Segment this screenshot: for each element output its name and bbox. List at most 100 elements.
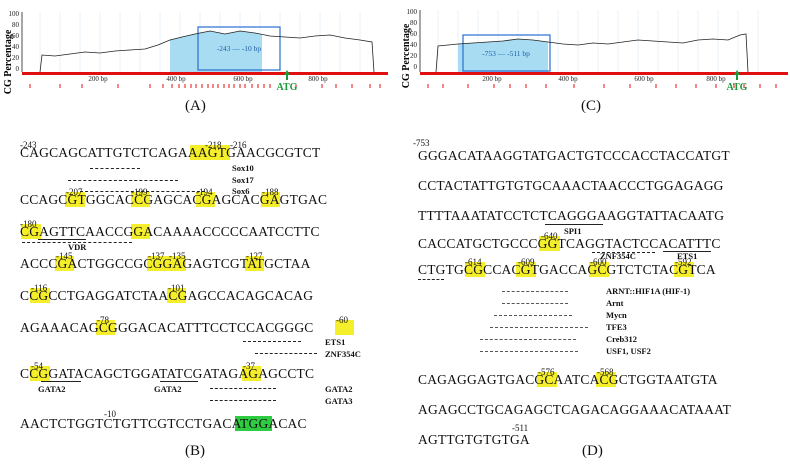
cg-plot-c: CG Percentage 100 80 60 40 20 0 -753 — -… <box>401 8 788 93</box>
svg-text:20: 20 <box>410 52 418 60</box>
svg-text:ATG: ATG <box>277 82 298 93</box>
cg-highlight <box>516 262 536 277</box>
atg-arrow-c <box>734 70 740 80</box>
tf-label: Sox6 <box>232 186 250 196</box>
sequence-line: AACTCTGGTCTGTTCGTCCTGACATGGACAC <box>20 416 307 431</box>
motif-underline <box>160 381 198 382</box>
position-label: -609 <box>518 257 535 267</box>
sequence-line: CAGCAGCATTGTCTCAGAAAGTGAACGCGTCT <box>20 145 321 160</box>
tf-label: ETS1 <box>677 251 698 261</box>
sequence-line: AGTTGTGTGTGA <box>418 432 530 447</box>
cg-highlight <box>539 236 560 251</box>
svg-text:ATG: ATG <box>727 82 748 93</box>
position-label: -78 <box>97 315 109 325</box>
sequence-line: CAGAGGAGTGACGCAATCACGCTGGTAATGTA <box>418 372 718 387</box>
cg-highlight <box>30 366 50 381</box>
motif-dash <box>502 291 568 292</box>
svg-text:60: 60 <box>12 32 20 40</box>
position-label: -568 <box>597 367 614 377</box>
tf-label: Arnt <box>606 298 624 308</box>
tf-label: ARNT::HIF1A (HIF-1) <box>606 286 691 296</box>
motif-underline <box>38 239 86 240</box>
position-label: -54 <box>31 361 43 371</box>
position-label: -576 <box>538 367 555 377</box>
cg-highlight <box>674 262 694 277</box>
svg-text:600 bp: 600 bp <box>634 75 654 83</box>
tf-label: ETS1 <box>325 337 346 347</box>
cg-highlight <box>55 256 74 271</box>
atg-arrow-a <box>284 70 290 80</box>
position-label: -194 <box>196 187 213 197</box>
cpg-ticks-a <box>29 84 381 88</box>
svg-text:100: 100 <box>407 8 418 16</box>
cg-highlight <box>537 372 557 387</box>
cg-highlight <box>21 224 41 239</box>
ylabel-a: CG Percentage <box>3 29 14 94</box>
cg-line-a <box>39 30 375 73</box>
position-label: -199 <box>131 187 148 197</box>
sequence-line: CCAGCGTGGCACCGAGCACGAGCACGAGTGAC <box>20 192 328 207</box>
position-label: -60 <box>336 315 348 325</box>
panel-label-b: (B) <box>185 443 205 459</box>
motif-dash <box>502 303 568 304</box>
tf-label: SPI1 <box>564 226 582 236</box>
position-start: -753 <box>413 138 430 148</box>
svg-text:60: 60 <box>410 30 418 38</box>
plot-c: CG Percentage 100 80 60 40 20 0 -753 — -… <box>398 0 790 100</box>
svg-text:400 bp: 400 bp <box>166 75 186 83</box>
motif-dash <box>480 351 578 352</box>
tf-label: Sox10 <box>232 163 254 173</box>
motif-dash <box>494 315 572 316</box>
tf-label: ZNF354C <box>325 349 361 359</box>
motif-dash <box>90 168 140 169</box>
svg-text:80: 80 <box>12 21 20 29</box>
cpg-ticks-c <box>427 84 777 88</box>
window-box-c <box>462 34 551 72</box>
xticks-a: 200 bp 400 bp 600 bp 800 bp <box>88 75 328 83</box>
svg-text:600 bp: 600 bp <box>233 75 253 83</box>
sequence-line: ACCCGACTGGCCGCGGAGAGTCGTATGCTAA <box>20 256 311 271</box>
position-label: -135 <box>169 251 186 261</box>
position-label: -600 <box>590 257 607 267</box>
cg-highlight <box>147 256 186 271</box>
position-label: -207 <box>66 187 83 197</box>
cg-highlight <box>596 372 616 387</box>
xticks-c: 200 bp 400 bp 600 bp 800 bp <box>482 75 726 83</box>
position-label: -188 <box>262 187 279 197</box>
motif-underline <box>545 224 603 225</box>
svg-text:100: 100 <box>9 10 20 18</box>
motif-dash <box>68 180 178 181</box>
cg-highlight <box>167 288 186 303</box>
cg-highlight <box>190 145 230 160</box>
tf-label: Creb312 <box>606 334 638 344</box>
tf-label: TFE3 <box>606 322 627 332</box>
position-label: -10 <box>104 409 116 419</box>
position-label: -37 <box>243 361 255 371</box>
svg-text:400 bp: 400 bp <box>558 75 578 83</box>
svg-text:0: 0 <box>16 65 20 73</box>
svg-text:800 bp: 800 bp <box>706 75 726 83</box>
cg-highlight <box>30 288 50 303</box>
motif-dash <box>490 327 588 328</box>
sequence-line: CTGTGCGCCACGTGACCAGCGTCTCTACGTCA <box>418 262 716 277</box>
cg-highlight <box>242 366 261 381</box>
atg-highlight <box>235 416 272 431</box>
sequence-line: TTTTAAATATCCTCTCAGGGAAGGTATTACAATG <box>418 208 725 223</box>
motif-dash <box>418 279 444 280</box>
tf-label: GATA2 <box>154 384 182 394</box>
motif-dash <box>243 341 301 342</box>
sequence-line: CACCATGCTGCCCGGTCAGGTACTCCACATTTC <box>418 236 721 251</box>
motif-dash <box>80 191 205 192</box>
motif-underline <box>663 251 711 252</box>
motif-dash <box>210 400 276 401</box>
position-label: -592 <box>675 257 692 267</box>
tf-label: GATA2 <box>38 384 66 394</box>
cg-highlight <box>131 224 150 239</box>
motif-dash <box>480 339 576 340</box>
sequence-line: AGAGCCTGCAGAGCTCAGACAGGAAACATAAAT <box>418 402 732 417</box>
cg-highlight <box>196 192 215 207</box>
tf-label: Mycn <box>606 310 627 320</box>
tf-label: ZNF354C <box>600 251 636 261</box>
svg-text:-243 — -10 bp: -243 — -10 bp <box>217 44 262 53</box>
panel-label-a: (A) <box>185 98 206 114</box>
